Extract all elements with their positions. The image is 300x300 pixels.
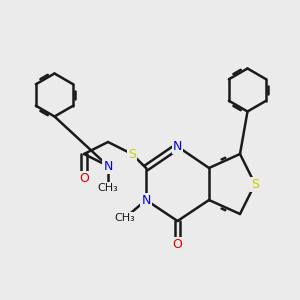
Text: O: O xyxy=(79,172,89,184)
Text: O: O xyxy=(172,238,182,250)
Text: S: S xyxy=(128,148,136,160)
Text: CH₃: CH₃ xyxy=(115,213,135,223)
Text: N: N xyxy=(141,194,151,206)
Text: N: N xyxy=(103,160,113,172)
Text: N: N xyxy=(173,140,182,153)
Text: S: S xyxy=(251,178,259,190)
Text: CH₃: CH₃ xyxy=(98,183,118,193)
